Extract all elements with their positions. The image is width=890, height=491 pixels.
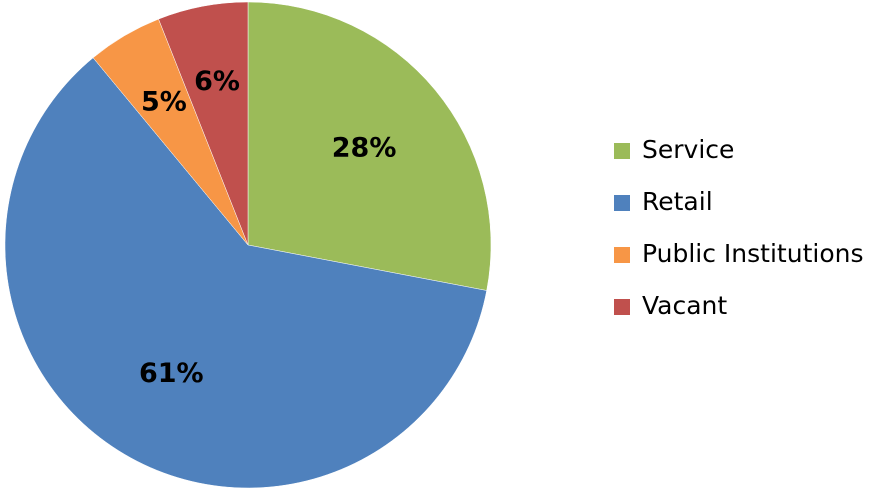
data-label: 61%: [139, 358, 204, 389]
data-label: 28%: [332, 132, 397, 163]
legend-label: Service: [642, 135, 734, 164]
data-label: 6%: [194, 66, 240, 97]
legend-label: Retail: [642, 187, 713, 216]
legend-swatch: [614, 195, 630, 211]
data-label: 5%: [141, 86, 187, 117]
pie-slice: [247, 1, 492, 291]
legend-swatch: [614, 143, 630, 159]
legend-label: Public Institutions: [642, 239, 863, 268]
pie-slice: [4, 57, 487, 489]
legend-label: Vacant: [642, 291, 727, 320]
legend-swatch: [614, 299, 630, 315]
pie-slice: [158, 1, 249, 246]
legend-swatch: [614, 247, 630, 263]
